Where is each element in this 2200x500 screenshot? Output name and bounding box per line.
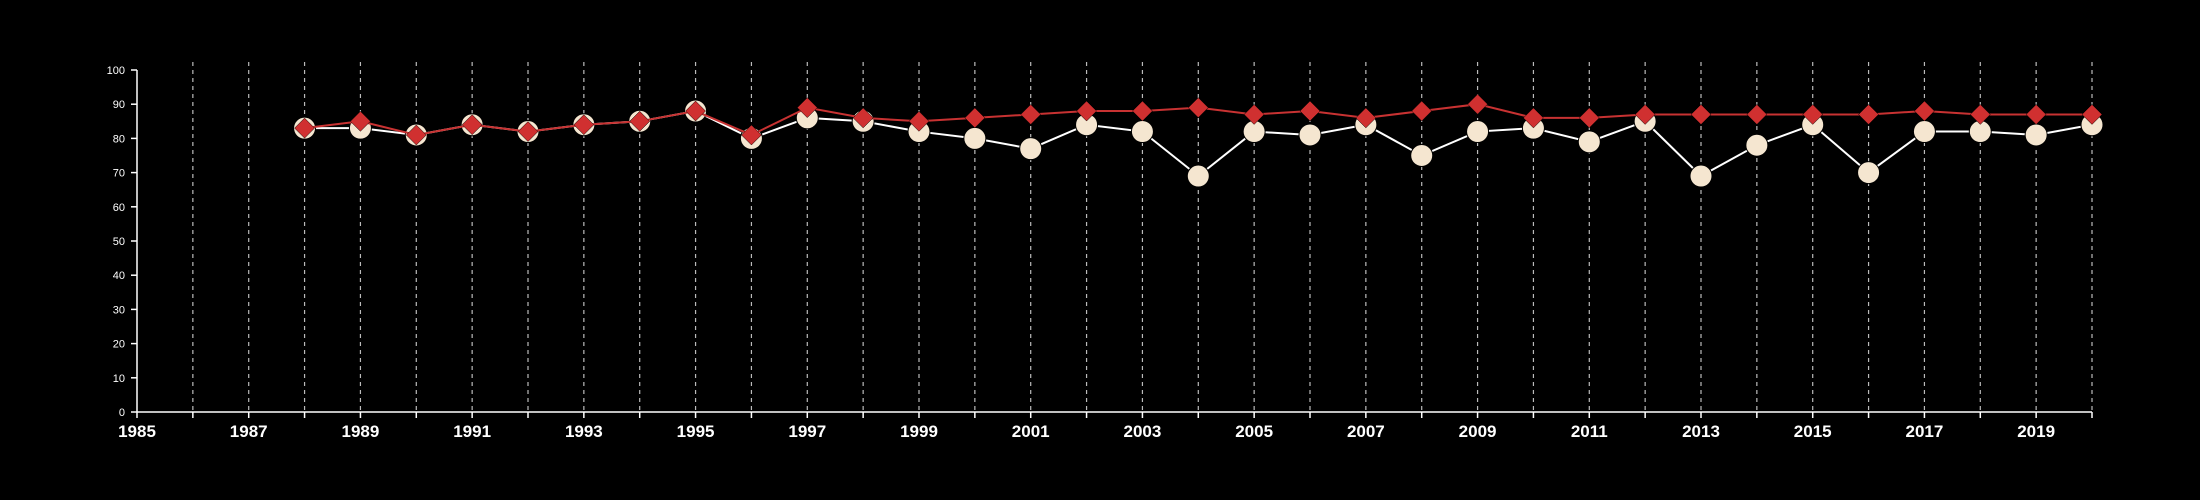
x-tick-label-2011: 2011 [1571, 422, 1608, 441]
x-tick-label-1991: 1991 [453, 422, 491, 441]
series-1-point-2019 [2025, 104, 2047, 125]
series-layer [293, 93, 2104, 188]
series-1-point-1994 [629, 110, 651, 132]
x-tick-label-2017: 2017 [1906, 422, 1944, 441]
series-1-point-1992 [517, 121, 539, 142]
series-1-point-1991 [461, 114, 483, 136]
series-1-point-2011 [1578, 107, 1600, 129]
x-tick-label-1995: 1995 [677, 422, 715, 441]
y-tick-label-10: 10 [113, 373, 125, 385]
series-1-point-2009 [1467, 93, 1488, 115]
x-tick-label-2007: 2007 [1347, 422, 1385, 441]
series-1-point-2008 [1411, 100, 1433, 122]
series-0-point-2000 [963, 126, 987, 150]
series-1-point-2020 [2081, 104, 2103, 125]
series-0-point-2008 [1410, 144, 1434, 167]
series-1-point-2012 [1634, 104, 1656, 125]
y-tick-label-40: 40 [113, 270, 125, 282]
series-1-point-1989 [350, 110, 371, 132]
series-0-point-2006 [1298, 123, 1322, 147]
y-tick-label-60: 60 [113, 202, 125, 214]
series-1-point-2014 [1746, 104, 1768, 125]
series-0-point-2014 [1745, 133, 1769, 157]
series-1-point-2004 [1187, 97, 1209, 118]
series-0-point-2011 [1577, 130, 1601, 154]
y-tick-label-100: 100 [107, 65, 125, 77]
x-tick-label-2015: 2015 [1794, 422, 1832, 441]
x-tick-label-2009: 2009 [1459, 422, 1497, 441]
series-0-point-2003 [1130, 120, 1154, 144]
series-0-point-2004 [1186, 164, 1210, 188]
y-tick-label-30: 30 [113, 304, 125, 316]
series-1-point-2015 [1802, 104, 1824, 125]
series-1-point-2003 [1132, 100, 1153, 122]
y-tick-label-90: 90 [113, 99, 125, 111]
series-1-point-1993 [573, 114, 595, 136]
x-tick-label-2003: 2003 [1124, 422, 1162, 441]
series-0-point-2013 [1689, 164, 1713, 188]
x-tick-label-1993: 1993 [565, 422, 603, 441]
x-tick-label-1997: 1997 [788, 422, 826, 441]
series-1-point-2013 [1690, 104, 1712, 125]
series-0-point-2016 [1857, 161, 1881, 185]
series-1-point-2010 [1523, 107, 1544, 129]
series-0-point-2001 [1019, 137, 1043, 161]
series-1-point-2001 [1020, 104, 1042, 125]
series-1-point-1996 [741, 124, 762, 146]
series-1-point-1990 [405, 124, 427, 146]
y-tick-label-50: 50 [113, 236, 125, 248]
y-tick-label-20: 20 [113, 339, 125, 351]
series-1-point-2006 [1299, 100, 1321, 122]
series-0-point-2009 [1466, 120, 1490, 144]
y-tick-label-70: 70 [113, 168, 125, 180]
x-tick-label-1989: 1989 [342, 422, 380, 441]
axes: 0 10 20 30 40 50 60 70 80 90 100 1985 1987 1989 1991 19… [107, 65, 2093, 441]
x-tick-label-2001: 2001 [1012, 422, 1050, 441]
series-1-point-1995 [685, 100, 706, 122]
series-1-point-2007 [1355, 107, 1377, 129]
series-1-point-2005 [1243, 104, 1265, 125]
series-1-point-1998 [852, 107, 874, 129]
y-tick-label-80: 80 [113, 133, 125, 145]
x-tick-label-2019: 2019 [2017, 422, 2055, 441]
series-1-point-2017 [1914, 100, 1935, 122]
series-0-point-2019 [2024, 123, 2048, 147]
y-tick-label-0: 0 [119, 407, 125, 419]
series-1-point-2016 [1858, 104, 1879, 125]
series-1-point-2000 [964, 107, 986, 129]
series-1-point-2018 [1969, 104, 1991, 125]
series-1-point-1997 [796, 97, 818, 118]
x-tick-label-1985: 1985 [118, 422, 156, 441]
x-tick-label-1999: 1999 [900, 422, 938, 441]
x-tick-label-2005: 2005 [1235, 422, 1273, 441]
series-1-point-2002 [1076, 100, 1097, 122]
x-tick-label-1987: 1987 [230, 422, 268, 441]
series-0-point-2017 [1912, 120, 1936, 144]
series-1-point-1988 [294, 117, 315, 139]
x-tick-label-2013: 2013 [1682, 422, 1720, 441]
series-1-point-1999 [908, 110, 930, 132]
